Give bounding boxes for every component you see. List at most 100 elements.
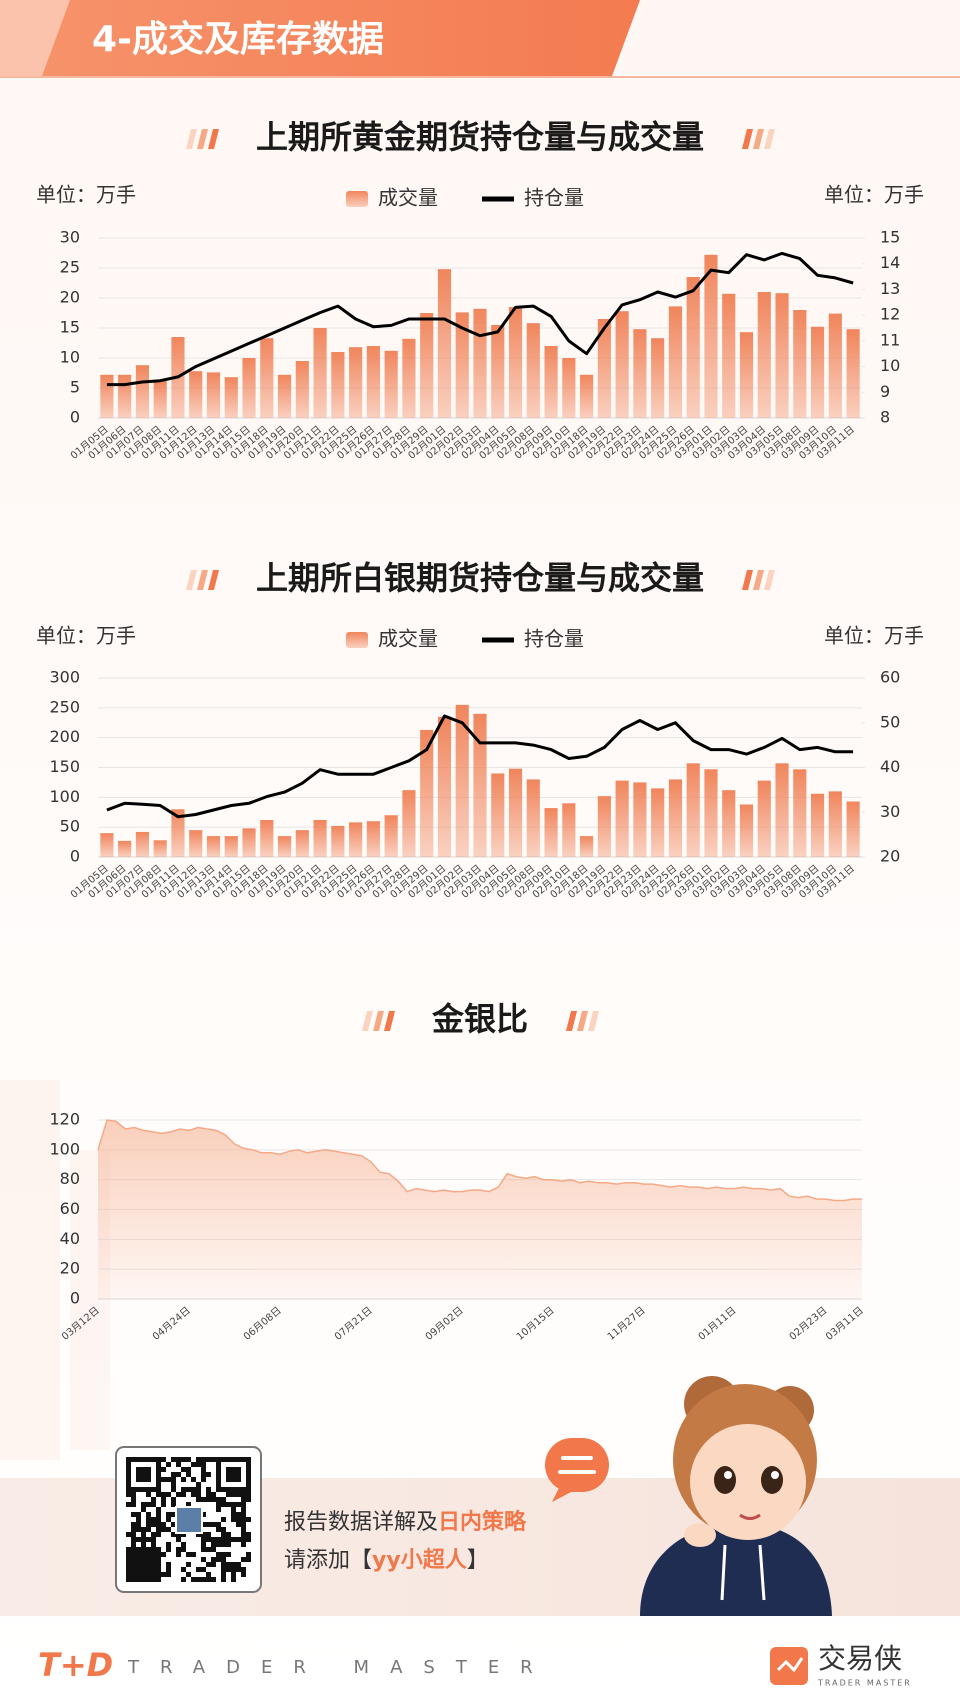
qr-cell bbox=[171, 1482, 176, 1487]
y2-tick-label: 15 bbox=[880, 228, 900, 247]
promo-highlight: yy小超人 bbox=[372, 1548, 467, 1573]
qr-cell bbox=[156, 1477, 161, 1482]
qr-cell bbox=[236, 1487, 241, 1492]
qr-cell bbox=[146, 1517, 151, 1522]
y-tick-label: 25 bbox=[60, 258, 80, 277]
qr-cell bbox=[131, 1562, 136, 1567]
qr-cell bbox=[221, 1502, 226, 1507]
qr-cell bbox=[181, 1542, 186, 1547]
area bbox=[98, 1120, 862, 1299]
qr-cell bbox=[231, 1472, 236, 1477]
qr-cell bbox=[146, 1487, 151, 1492]
qr-cell bbox=[156, 1527, 161, 1532]
qr-cell bbox=[151, 1567, 156, 1572]
qr-cell bbox=[131, 1577, 136, 1582]
y2-unit-label: 单位：万手 bbox=[824, 183, 924, 207]
qr-cell bbox=[201, 1457, 206, 1462]
qr-cell bbox=[201, 1497, 206, 1502]
qr-cell bbox=[231, 1537, 236, 1542]
logo-left: T+D bbox=[38, 1646, 113, 1684]
qr-cell bbox=[226, 1472, 231, 1477]
qr-cell bbox=[126, 1472, 131, 1477]
qr-cell bbox=[181, 1532, 186, 1537]
qr-cell bbox=[226, 1537, 231, 1542]
bar bbox=[242, 358, 256, 418]
qr-cell bbox=[146, 1527, 151, 1532]
qr-cell bbox=[201, 1477, 206, 1482]
bar bbox=[686, 763, 700, 857]
qr-cell bbox=[156, 1512, 161, 1517]
qr-cell bbox=[126, 1572, 131, 1577]
bar bbox=[473, 308, 487, 418]
qr-cell bbox=[171, 1487, 176, 1492]
qr-cell bbox=[221, 1487, 226, 1492]
qr-cell bbox=[231, 1577, 236, 1582]
qr-cell bbox=[241, 1507, 246, 1512]
bar bbox=[597, 319, 611, 418]
qr-cell bbox=[216, 1527, 221, 1532]
qr-cell bbox=[171, 1512, 176, 1517]
qr-cell bbox=[161, 1467, 166, 1472]
qr-cell bbox=[136, 1512, 141, 1517]
qr-cell bbox=[141, 1562, 146, 1567]
promo-text: 请添加【yy小超人】 bbox=[284, 1548, 489, 1573]
y-tick-label: 10 bbox=[60, 348, 80, 367]
qr-cell bbox=[136, 1472, 141, 1477]
qr-cell bbox=[241, 1487, 246, 1492]
qr-cell bbox=[166, 1542, 171, 1547]
qr-cell bbox=[161, 1552, 166, 1557]
qr-cell bbox=[176, 1532, 181, 1537]
qr-cell bbox=[126, 1467, 131, 1472]
qr-cell bbox=[221, 1542, 226, 1547]
qr-cell bbox=[166, 1517, 171, 1522]
y-tick-label: 20 bbox=[60, 288, 80, 307]
qr-cell bbox=[151, 1532, 156, 1537]
qr-cell bbox=[136, 1522, 141, 1527]
qr-cell bbox=[166, 1547, 171, 1552]
bar bbox=[580, 374, 594, 418]
qr-cell bbox=[126, 1567, 131, 1572]
qr-cell bbox=[201, 1577, 206, 1582]
qr-cell bbox=[206, 1572, 211, 1577]
qr-cell bbox=[226, 1567, 231, 1572]
qr-cell bbox=[136, 1527, 141, 1532]
qr-cell bbox=[156, 1547, 161, 1552]
qr-cell bbox=[161, 1492, 166, 1497]
bar bbox=[437, 716, 452, 857]
qr-cell bbox=[211, 1497, 216, 1502]
qr-cell bbox=[141, 1567, 146, 1572]
qr-cell bbox=[216, 1557, 221, 1562]
bar bbox=[242, 828, 256, 857]
y-tick-label: 15 bbox=[60, 318, 80, 337]
header-title: 4-成交及库存数据 bbox=[92, 18, 384, 60]
qr-cell bbox=[241, 1537, 246, 1542]
bar bbox=[189, 830, 203, 857]
bar bbox=[739, 332, 754, 418]
qr-cell bbox=[131, 1527, 136, 1532]
bar bbox=[846, 801, 860, 857]
qr-cell bbox=[201, 1512, 206, 1517]
qr-cell bbox=[126, 1532, 131, 1537]
chart-title: 上期所黄金期货持仓量与成交量 bbox=[256, 118, 704, 156]
y2-tick-label: 50 bbox=[880, 712, 900, 731]
qr-cell bbox=[166, 1527, 171, 1532]
qr-cell bbox=[231, 1567, 236, 1572]
bar bbox=[100, 833, 114, 857]
qr-cell bbox=[216, 1477, 221, 1482]
qr-cell bbox=[131, 1557, 136, 1562]
bar bbox=[793, 310, 807, 418]
qr-cell bbox=[206, 1577, 211, 1582]
qr-cell bbox=[156, 1462, 161, 1467]
qr-cell bbox=[186, 1472, 191, 1477]
qr-cell bbox=[201, 1542, 206, 1547]
y2-unit-label: 单位：万手 bbox=[824, 624, 924, 648]
promo-text: 】 bbox=[467, 1548, 489, 1573]
qr-cell bbox=[146, 1577, 151, 1582]
qr-cell bbox=[161, 1502, 166, 1507]
y-tick-label: 50 bbox=[60, 817, 80, 836]
bar bbox=[189, 371, 203, 418]
logo-right-sub: TRADER MASTER bbox=[817, 1679, 912, 1688]
bar bbox=[366, 821, 380, 857]
bar bbox=[544, 346, 558, 418]
